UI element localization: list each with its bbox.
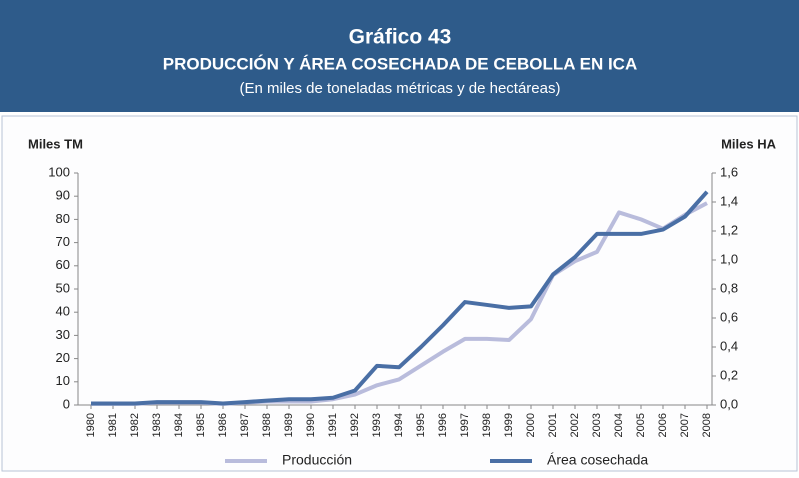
- x-tick-label: 1997: [459, 413, 471, 437]
- y-tick-label: 40: [56, 304, 70, 319]
- x-tick-label: 1998: [481, 413, 493, 437]
- header-band: [0, 0, 799, 112]
- y2-tick-label: 1,4: [720, 193, 738, 208]
- y2-tick-label: 0,8: [720, 280, 738, 295]
- x-tick-label: 2007: [679, 413, 691, 437]
- legend-label: Producción: [282, 452, 352, 468]
- x-tick-label: 1988: [261, 413, 273, 437]
- x-tick-label: 2002: [569, 413, 581, 437]
- x-tick-label: 1992: [349, 413, 361, 437]
- x-tick-label: 2006: [657, 413, 669, 437]
- x-tick-label: 1982: [129, 413, 141, 437]
- x-tick-label: 1991: [327, 413, 339, 437]
- x-tick-label: 2000: [525, 413, 537, 437]
- y-tick-label: 30: [56, 327, 70, 342]
- x-tick-label: 1995: [415, 413, 427, 437]
- y-tick-label: 60: [56, 257, 70, 272]
- header-subtitle: PRODUCCIÓN Y ÁREA COSECHADA DE CEBOLLA E…: [163, 54, 637, 73]
- x-tick-label: 1984: [173, 413, 185, 437]
- y-tick-label: 80: [56, 211, 70, 226]
- x-tick-label: 1999: [503, 413, 515, 437]
- y2-tick-label: 1,2: [720, 222, 738, 237]
- y-axis-label: Miles TM: [28, 136, 83, 151]
- x-tick-label: 2001: [547, 413, 559, 437]
- x-tick-label: 2004: [613, 413, 625, 437]
- y2-tick-label: 0,4: [720, 338, 738, 353]
- y2-tick-label: 0,2: [720, 367, 738, 382]
- header-note: (En miles de toneladas métricas y de hec…: [240, 80, 561, 97]
- legend-label: Área cosechada: [547, 452, 648, 468]
- x-tick-label: 1993: [371, 413, 383, 437]
- x-tick-label: 1987: [239, 413, 251, 437]
- y2-tick-label: 0,6: [720, 309, 738, 324]
- x-tick-label: 1990: [305, 413, 317, 437]
- x-tick-label: 1994: [393, 413, 405, 437]
- x-tick-label: 1996: [437, 413, 449, 437]
- y2-tick-label: 0,0: [720, 396, 738, 411]
- x-tick-label: 1980: [85, 413, 97, 437]
- x-tick-label: 1981: [107, 413, 119, 437]
- x-tick-label: 2005: [635, 413, 647, 437]
- y-tick-label: 50: [56, 280, 70, 295]
- y-tick-label: 20: [56, 350, 70, 365]
- y2-axis-label: Miles HA: [721, 136, 777, 151]
- y-tick-label: 10: [56, 373, 70, 388]
- x-tick-label: 1985: [195, 413, 207, 437]
- x-tick-label: 2003: [591, 413, 603, 437]
- y2-tick-label: 1,0: [720, 251, 738, 266]
- series-line: [91, 190, 709, 406]
- y-tick-label: 100: [48, 164, 70, 179]
- header-title: Gráfico 43: [349, 26, 452, 49]
- chart-frame: [1, 115, 798, 472]
- y-tick-label: 0: [63, 396, 70, 411]
- x-tick-label: 1986: [217, 413, 229, 437]
- y-tick-label: 90: [56, 188, 70, 203]
- x-tick-label: 2008: [701, 413, 713, 437]
- x-tick-label: 1989: [283, 413, 295, 437]
- y-tick-label: 70: [56, 234, 70, 249]
- x-tick-label: 1983: [151, 413, 163, 437]
- y2-tick-label: 1,6: [720, 164, 738, 179]
